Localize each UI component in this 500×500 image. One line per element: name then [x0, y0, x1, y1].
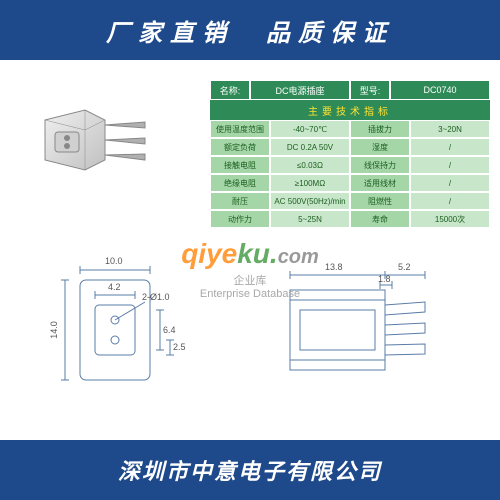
- spec-label: 接触电阻: [210, 156, 270, 174]
- spec-label: 插拔力: [350, 120, 410, 138]
- spec-value: 3~20N: [410, 120, 490, 138]
- header-text: 厂家直销 品质保证: [106, 13, 394, 48]
- content-area: 名称: DC电源插座 型号: DC0740 主要技术指标 使用温度范围 -40~…: [0, 60, 500, 440]
- dim-text: 2.5: [173, 342, 186, 352]
- spec-value: /: [410, 192, 490, 210]
- spec-value: 5~25N: [270, 210, 350, 228]
- footer-text: 深圳市中意电子有限公司: [118, 454, 382, 486]
- spec-value: AC 500V(50Hz)/min: [270, 192, 350, 210]
- spec-label: 绝缘电阻: [210, 174, 270, 192]
- spec-row: 绝缘电阻 ≥100MΩ 适用线材 /: [210, 174, 490, 192]
- technical-diagrams: 10.0 4.2 14.0 6.4 2.5 2-Ø1.0: [20, 240, 480, 420]
- spec-label: 阻燃性: [350, 192, 410, 210]
- spec-row: 使用温度范围 -40~70℃ 插拔力 3~20N: [210, 120, 490, 138]
- spec-row: 额定负荷 DC 0.2A 50V 湿度 /: [210, 138, 490, 156]
- dim-text: 2-Ø1.0: [142, 292, 170, 302]
- spec-value: /: [410, 156, 490, 174]
- header-banner: 厂家直销 品质保证: [0, 0, 500, 60]
- spec-model-value: DC0740: [390, 80, 490, 100]
- spec-table: 名称: DC电源插座 型号: DC0740 主要技术指标 使用温度范围 -40~…: [210, 80, 490, 228]
- dim-text: 6.4: [163, 325, 176, 335]
- spec-header-row: 名称: DC电源插座 型号: DC0740: [210, 80, 490, 100]
- footer-banner: 深圳市中意电子有限公司: [0, 440, 500, 500]
- spec-label: 湿度: [350, 138, 410, 156]
- diagram-front-view: 10.0 4.2 14.0 6.4 2.5 2-Ø1.0: [50, 250, 190, 410]
- spec-value: /: [410, 138, 490, 156]
- spec-name-value: DC电源插座: [250, 80, 350, 100]
- spec-row: 耐压 AC 500V(50Hz)/min 阻燃性 /: [210, 192, 490, 210]
- spec-row: 接触电阻 ≤0.03Ω 线保持力 /: [210, 156, 490, 174]
- dim-text: 1.8: [378, 274, 391, 284]
- spec-label: 线保持力: [350, 156, 410, 174]
- spec-model-label: 型号:: [350, 80, 390, 100]
- spec-section-title: 主要技术指标: [210, 100, 490, 120]
- spec-row: 动作力 5~25N 寿命 15000次: [210, 210, 490, 228]
- dim-text: 5.2: [398, 262, 411, 272]
- spec-label: 额定负荷: [210, 138, 270, 156]
- spec-value: 15000次: [410, 210, 490, 228]
- spec-label: 使用温度范围: [210, 120, 270, 138]
- spec-label: 动作力: [210, 210, 270, 228]
- spec-value: ≤0.03Ω: [270, 156, 350, 174]
- spec-name-label: 名称:: [210, 80, 250, 100]
- spec-value: /: [410, 174, 490, 192]
- dim-text: 13.8: [325, 262, 343, 272]
- spec-label: 适用线材: [350, 174, 410, 192]
- spec-value: DC 0.2A 50V: [270, 138, 350, 156]
- dim-text: 10.0: [105, 256, 123, 266]
- dim-text: 4.2: [108, 282, 121, 292]
- dim-text: 14.0: [49, 321, 59, 339]
- product-image: [30, 90, 170, 190]
- spec-label: 寿命: [350, 210, 410, 228]
- diagram-side-view: 13.8 5.2 1.8: [280, 260, 460, 400]
- spec-value: -40~70℃: [270, 120, 350, 138]
- spec-label: 耐压: [210, 192, 270, 210]
- spec-value: ≥100MΩ: [270, 174, 350, 192]
